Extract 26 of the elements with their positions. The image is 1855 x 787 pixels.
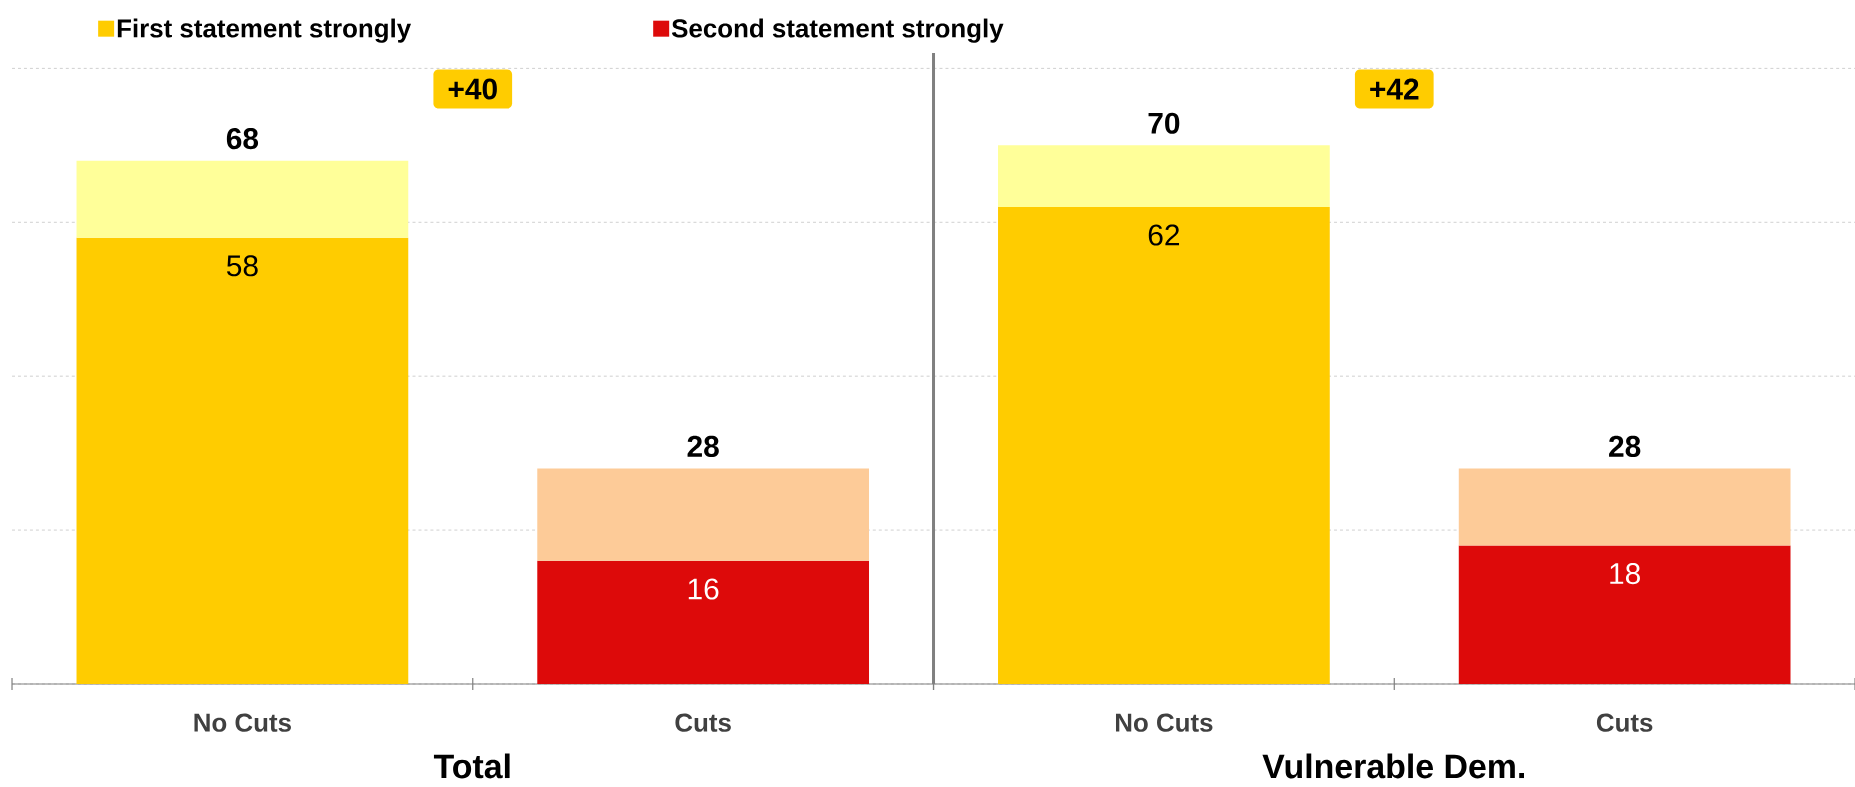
x-axis-title: Total (433, 753, 510, 779)
bar (1458, 545, 1791, 684)
bar (76, 160, 409, 238)
bar (998, 206, 1330, 684)
x-tick-label: Cuts (675, 713, 731, 732)
annotation: +40 (448, 78, 497, 100)
data-label: 18 (1610, 562, 1640, 585)
legend-label: Second statement strongly (671, 18, 1004, 43)
x-tick-label: Cuts (1596, 713, 1653, 732)
total-label: 70 (1148, 112, 1180, 134)
x-axis-title: Vulnerable Dem. (1262, 753, 1524, 779)
annotation: +42 (1370, 78, 1419, 100)
data-label: 16 (688, 578, 719, 600)
x-tick-label: No Cuts (1115, 713, 1213, 732)
x-tick-label: No Cuts (194, 713, 291, 732)
bar (1458, 468, 1791, 546)
legend-label: First statement strongly (117, 18, 412, 43)
total-label: 28 (1609, 435, 1641, 458)
bar (537, 468, 870, 561)
bar (998, 145, 1330, 207)
data-label: 62 (1148, 224, 1180, 246)
bar (537, 560, 870, 684)
bar (76, 237, 409, 684)
total-label: 68 (226, 128, 259, 150)
data-label: 58 (226, 255, 258, 277)
total-label: 28 (687, 435, 719, 458)
